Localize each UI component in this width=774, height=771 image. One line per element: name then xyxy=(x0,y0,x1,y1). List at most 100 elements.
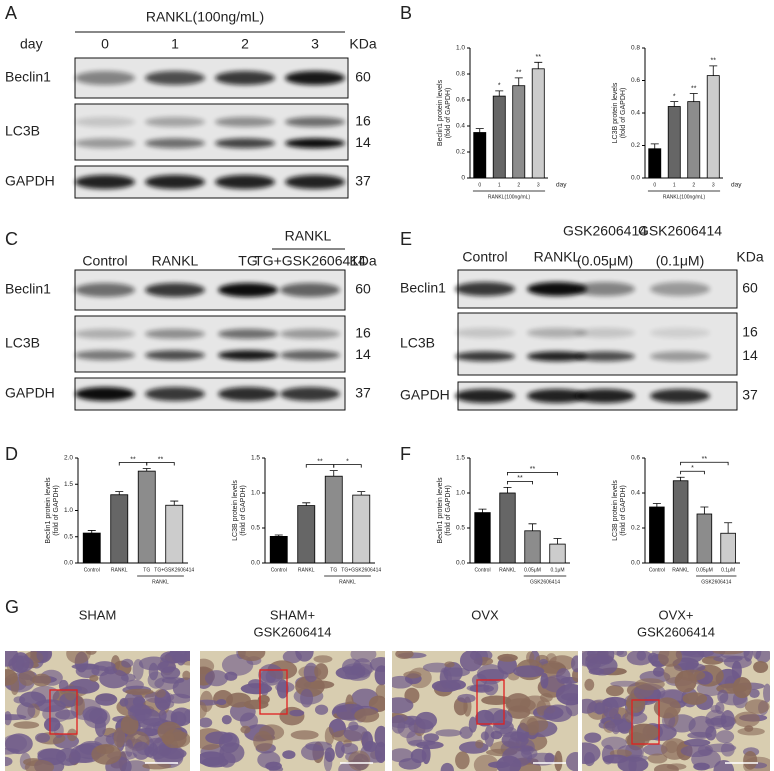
cell-cluster xyxy=(24,759,55,771)
bar xyxy=(648,148,662,179)
cell-cluster xyxy=(763,683,770,703)
image-title: SHAM+ xyxy=(270,607,315,622)
lane-label: GSK2606414 xyxy=(563,223,647,239)
x-unit: day xyxy=(556,182,567,189)
cell-cluster xyxy=(647,753,668,764)
x-tick-label: 0.05μM xyxy=(524,567,541,573)
cell-cluster xyxy=(749,688,760,698)
band xyxy=(280,350,340,361)
cell-cluster xyxy=(680,745,713,758)
cell-cluster xyxy=(279,706,305,726)
cell-cluster xyxy=(584,732,602,743)
x-tick-label: Control xyxy=(84,567,100,573)
bar xyxy=(649,506,665,564)
bar xyxy=(474,512,491,564)
cell-cluster xyxy=(350,651,377,663)
cell-cluster xyxy=(142,762,172,770)
cell-cluster xyxy=(257,694,270,705)
cell-cluster xyxy=(457,693,476,703)
cell-cluster xyxy=(155,689,166,698)
y-tick-label: 1.5 xyxy=(64,481,73,488)
band xyxy=(145,387,205,401)
blot-strip xyxy=(457,312,738,376)
cell-cluster xyxy=(201,757,229,768)
cell-cluster xyxy=(314,663,329,680)
band xyxy=(215,116,275,127)
y-tick-label: 0.2 xyxy=(456,149,465,156)
y-axis-label: Beclin1 protein levels xyxy=(437,477,444,544)
band xyxy=(575,351,635,362)
bar xyxy=(492,95,506,179)
x-tick-label: Control xyxy=(474,567,490,573)
cell-cluster xyxy=(113,727,126,748)
error-bar xyxy=(652,503,661,507)
band xyxy=(75,283,135,297)
bar xyxy=(110,494,129,564)
cell-cluster xyxy=(18,669,36,686)
cell-cluster xyxy=(712,651,744,655)
image-title: GSK2606414 xyxy=(637,624,715,639)
band xyxy=(575,389,635,403)
cell-cluster xyxy=(612,651,624,656)
cell-cluster xyxy=(64,685,83,692)
y-tick-label: 0.8 xyxy=(456,71,465,78)
blot-strip xyxy=(74,315,346,373)
band xyxy=(280,283,340,297)
kda-label: 37 xyxy=(355,173,371,189)
band xyxy=(455,327,515,338)
row-label: GAPDH xyxy=(5,385,55,401)
band xyxy=(75,138,135,149)
band xyxy=(145,138,205,149)
roi-box xyxy=(631,699,660,745)
cell-cluster xyxy=(36,651,49,662)
cell-cluster xyxy=(13,721,40,729)
cell-cluster xyxy=(16,702,36,721)
lane-label: TG+GSK2606414 xyxy=(254,253,366,269)
band xyxy=(285,138,345,149)
cell-cluster xyxy=(392,715,415,729)
cell-cluster xyxy=(455,751,470,770)
lane-note: (0.05μM) xyxy=(577,253,633,269)
error-bar xyxy=(514,77,523,86)
cell-cluster xyxy=(475,709,495,727)
cell-cluster xyxy=(374,741,385,764)
cell-cluster xyxy=(705,717,728,726)
bar xyxy=(672,480,689,564)
cell-cluster xyxy=(392,675,413,689)
cell-cluster xyxy=(157,699,175,709)
cell-cluster xyxy=(519,715,549,733)
cell-cluster xyxy=(89,674,99,682)
cell-cluster xyxy=(5,711,12,726)
error-bar xyxy=(478,508,487,513)
band xyxy=(575,282,635,296)
bar xyxy=(473,132,487,179)
band xyxy=(527,351,587,362)
cell-cluster xyxy=(85,651,97,655)
cell-cluster xyxy=(120,715,139,735)
cell-cluster xyxy=(364,740,377,752)
kda-label: 37 xyxy=(742,387,758,403)
error-bar xyxy=(650,143,659,149)
y-tick-label: 1.0 xyxy=(456,45,465,52)
cell-cluster xyxy=(324,726,335,746)
kda-unit: KDa xyxy=(736,249,763,265)
bar xyxy=(531,68,545,179)
cell-cluster xyxy=(466,684,490,692)
cell-cluster xyxy=(132,658,144,681)
kda-label: 60 xyxy=(355,281,371,297)
band xyxy=(215,138,275,149)
cell-cluster xyxy=(604,719,634,733)
group-label: RANKL(100ng/mL) xyxy=(488,194,531,200)
error-bar xyxy=(528,523,537,531)
cell-cluster xyxy=(121,760,150,771)
cell-cluster xyxy=(423,733,440,743)
error-bar xyxy=(475,128,484,133)
lane-label: 1 xyxy=(171,36,179,52)
lane-label: Control xyxy=(462,249,507,265)
cell-cluster xyxy=(582,698,597,714)
panel-label: F xyxy=(400,444,411,464)
cell-cluster xyxy=(276,679,289,699)
cell-cluster xyxy=(240,683,273,695)
error-bar xyxy=(670,101,679,107)
error-bar xyxy=(676,476,685,481)
